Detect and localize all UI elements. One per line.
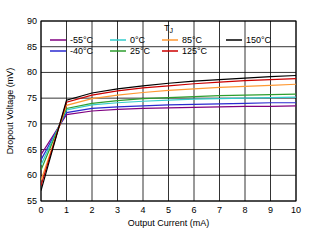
series-group xyxy=(41,76,296,191)
x-tick-label: 4 xyxy=(140,205,145,215)
x-grid-line xyxy=(117,21,118,201)
x-tick-label: 8 xyxy=(242,205,247,215)
x-tick-label: 0 xyxy=(38,205,43,215)
legend-swatch xyxy=(50,50,66,52)
x-tick-label: 6 xyxy=(191,205,196,215)
x-grid-line xyxy=(270,21,271,201)
y-tick-label: 80 xyxy=(27,67,37,77)
y-grid-line xyxy=(41,149,296,150)
series-line xyxy=(41,103,296,160)
x-tick-label: 9 xyxy=(268,205,273,215)
x-tick-label: 5 xyxy=(166,205,171,215)
x-tick-label: 2 xyxy=(89,205,94,215)
series-line xyxy=(41,76,296,191)
y-grid-line xyxy=(41,123,296,124)
series-line xyxy=(41,97,296,165)
legend-label: 125°C xyxy=(182,46,208,56)
x-grid-line xyxy=(219,21,220,201)
y-tick-label: 90 xyxy=(27,16,37,26)
x-tick-label: 7 xyxy=(217,205,222,215)
legend-label: 85°C xyxy=(182,35,203,45)
legend-label: 0°C xyxy=(130,35,146,45)
x-tick-label: 3 xyxy=(115,205,120,215)
legend-label: -40°C xyxy=(70,46,94,56)
y-tick-label: 75 xyxy=(27,93,37,103)
x-grid-line xyxy=(168,21,169,201)
legend-swatch xyxy=(50,39,66,41)
x-grid-line xyxy=(245,21,246,201)
y-tick-label: 55 xyxy=(27,196,37,206)
legend-label: -55°C xyxy=(70,35,94,45)
y-grid-line xyxy=(41,72,296,73)
y-axis-title: Dropout Voltage (mV) xyxy=(5,68,15,155)
y-tick-label: 60 xyxy=(27,170,37,180)
x-tick-label: 1 xyxy=(64,205,69,215)
y-tick-label: 85 xyxy=(27,42,37,52)
y-grid-line xyxy=(41,175,296,176)
series-line xyxy=(41,79,296,186)
x-tick-label: 10 xyxy=(291,205,301,215)
legend-swatch xyxy=(110,39,126,41)
y-tick-label: 65 xyxy=(27,145,37,155)
background xyxy=(0,0,316,243)
x-axis-title: Output Current (mA) xyxy=(128,218,210,228)
legend-label: 150°C xyxy=(246,35,272,45)
legend-swatch xyxy=(110,50,126,52)
series-line xyxy=(41,106,296,155)
legend-swatch xyxy=(162,39,178,41)
chart: 0 1 2 3 4 5 6 7 8 9 10 55 60 65 70 75 80 85 90 TJ -55°C-40°C… xyxy=(0,0,316,243)
y-tick-label: 70 xyxy=(27,119,37,129)
plot-frame xyxy=(41,21,296,201)
legend-swatch xyxy=(226,39,242,41)
series-line xyxy=(41,94,296,170)
legend-swatch xyxy=(162,50,178,52)
legend-label: 25°C xyxy=(130,46,151,56)
legend-title: TJ xyxy=(164,23,173,34)
